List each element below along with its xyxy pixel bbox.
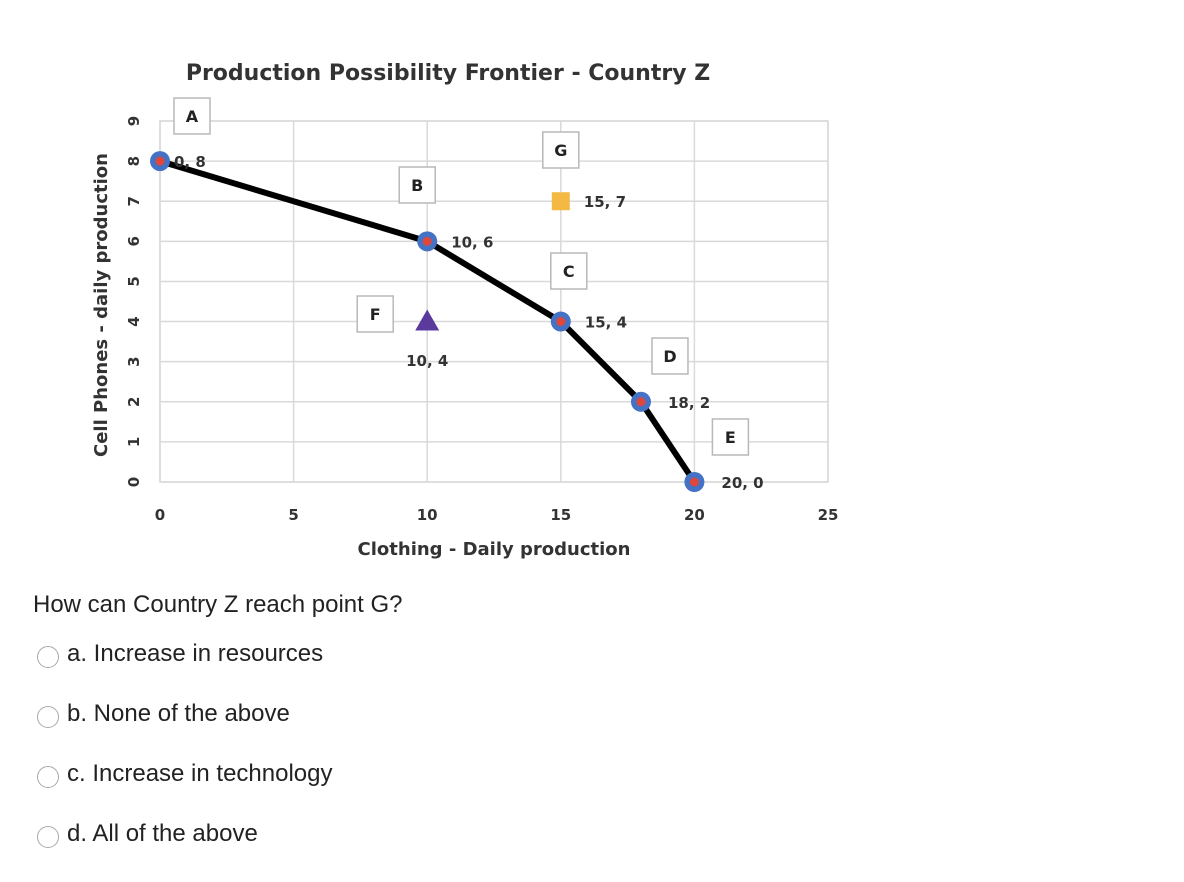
letter-box [651, 337, 689, 375]
option-a[interactable]: a. Increase in resources [37, 640, 333, 700]
point-letter: B [411, 176, 423, 195]
point-letter: G [554, 141, 567, 160]
y-tick-label: 4 [125, 316, 143, 326]
option-label: d. All of the above [67, 820, 258, 847]
letter-box [550, 252, 588, 290]
y-tick-label: 6 [125, 236, 143, 246]
point-value-label: 18, 2 [668, 394, 710, 412]
x-tick-label: 15 [550, 506, 571, 524]
square-marker [551, 192, 570, 211]
letter-box [173, 97, 211, 135]
point-letter: A [186, 107, 199, 126]
x-tick-label: 20 [684, 506, 705, 524]
radio-button[interactable] [37, 826, 59, 848]
x-tick-label: 5 [288, 506, 298, 524]
ppf-point-center [689, 477, 699, 487]
letter-box [542, 131, 580, 169]
data-markers [150, 151, 705, 492]
point-value-label: 0, 8 [174, 153, 206, 171]
y-tick-label: 3 [125, 356, 143, 366]
point-value-label: 20, 0 [721, 474, 763, 492]
x-tick-label: 0 [155, 506, 165, 524]
letter-box [711, 418, 750, 456]
x-axis-title: Clothing - Daily production [358, 539, 631, 560]
y-tick-label: 1 [125, 437, 143, 447]
option-d[interactable]: d. All of the above [37, 820, 333, 880]
x-tick-label: 25 [818, 506, 839, 524]
option-label: a. Increase in resources [67, 640, 324, 667]
y-tick-label: 9 [125, 116, 143, 126]
option-c[interactable]: c. Increase in technology [37, 760, 333, 820]
letter-box [398, 166, 436, 204]
point-value-label: 15, 7 [584, 193, 626, 211]
axis-ticks: 0 1 2 3 4 5 6 7 8 9 0 5 10 15 20 25 [125, 116, 838, 524]
point-value-label: 10, 6 [451, 233, 493, 251]
y-tick-label: 0 [125, 477, 143, 487]
plot-border [159, 120, 829, 483]
x-tick-label: 10 [417, 506, 438, 524]
ppf-point-center [556, 317, 566, 327]
point-letter: E [725, 428, 736, 447]
point-value-label: 15, 4 [585, 314, 627, 332]
point-letter: C [563, 262, 575, 281]
point-letter: D [663, 347, 676, 366]
y-tick-label: 8 [125, 156, 143, 166]
y-tick-label: 2 [125, 397, 143, 407]
option-label: b. None of the above [67, 700, 290, 727]
radio-button[interactable] [37, 646, 59, 668]
ppf-point-center [636, 397, 646, 407]
answer-options: a. Increase in resources b. None of the … [37, 640, 333, 880]
point-letter: F [370, 305, 381, 324]
point-labels: A 0, 8 B 10, 6 C 15, 4 D 18, 2 E 20, 0 F 10, 4 G 15, … [173, 97, 764, 492]
letter-box [356, 295, 394, 333]
point-value-label: 10, 4 [406, 352, 448, 370]
y-tick-label: 5 [125, 276, 143, 286]
chart-title: Production Possibility Frontier - Countr… [186, 61, 710, 86]
triangle-marker [415, 309, 440, 331]
question-text: How can Country Z reach point G? [33, 591, 403, 618]
y-tick-label: 7 [125, 196, 143, 206]
ppf-chart: Production Possibility Frontier - Countr… [91, 61, 838, 560]
option-b[interactable]: b. None of the above [37, 700, 333, 760]
y-axis-title: Cell Phones - daily production [91, 153, 112, 457]
radio-button[interactable] [37, 766, 59, 788]
option-label: c. Increase in technology [67, 760, 333, 787]
ppf-point-center [422, 236, 432, 246]
ppf-point-center [155, 156, 165, 166]
radio-button[interactable] [37, 706, 59, 728]
